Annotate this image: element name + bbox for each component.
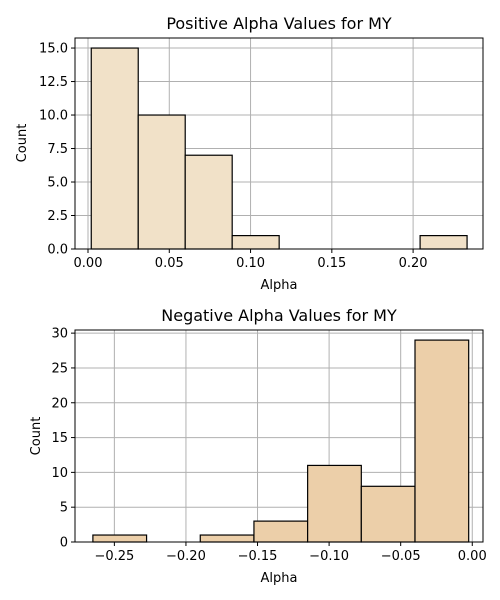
x-tick-label: −0.25 (94, 549, 134, 564)
histogram-bar (360, 485, 416, 543)
y-tick-label: 0.0 (47, 243, 68, 258)
histogram-bar (90, 47, 139, 250)
histogram-bar (414, 339, 470, 543)
chart-title: Positive Alpha Values for MY (166, 14, 392, 33)
histogram-bar (419, 235, 468, 250)
y-tick-label: 12.5 (39, 75, 68, 90)
y-tick-label: 10 (51, 466, 68, 481)
y-tick-label: 30 (51, 327, 68, 342)
x-tick-label: −0.20 (166, 549, 206, 564)
negative-alpha-histogram: Negative Alpha Values for MY Alpha Count… (29, 306, 487, 586)
y-tick-label: 5 (60, 501, 68, 516)
histogram-bar (307, 464, 362, 543)
histogram-bar (253, 520, 309, 543)
x-tick-label: 0.05 (155, 256, 184, 271)
y-tick-label: 2.5 (47, 209, 68, 224)
histogram-bar (199, 534, 255, 543)
histogram-bar (92, 534, 148, 543)
x-tick-label: 0.00 (74, 256, 103, 271)
plot-frame (74, 329, 484, 543)
y-axis-label: Count (29, 417, 44, 456)
histogram-bar (231, 235, 280, 250)
y-tick-label: 0 (60, 536, 68, 551)
x-tick-label: −0.10 (309, 549, 349, 564)
y-tick-label: 15.0 (39, 42, 68, 57)
y-tick-label: 25 (51, 361, 68, 376)
y-tick-label: 10.0 (39, 109, 68, 124)
y-tick-label: 20 (51, 396, 68, 411)
y-tick-label: 7.5 (47, 142, 68, 157)
positive-alpha-histogram: Positive Alpha Values for MY Alpha Count… (15, 14, 484, 293)
chart-title: Negative Alpha Values for MY (161, 306, 397, 325)
y-tick-label: 5.0 (47, 176, 68, 191)
y-axis-label: Count (15, 124, 30, 163)
x-axis-label: Alpha (261, 571, 298, 586)
x-tick-label: 0.20 (399, 256, 428, 271)
x-tick-label: 0.10 (236, 256, 265, 271)
x-tick-label: −0.15 (238, 549, 278, 564)
plot-frame (74, 37, 484, 250)
histogram-bar (137, 114, 186, 250)
y-tick-label: 15 (51, 431, 68, 446)
histogram-bar (184, 154, 233, 250)
x-tick-label: 0.15 (317, 256, 346, 271)
x-tick-label: 0.00 (458, 549, 487, 564)
x-axis-label: Alpha (261, 278, 298, 293)
x-tick-label: −0.05 (381, 549, 421, 564)
